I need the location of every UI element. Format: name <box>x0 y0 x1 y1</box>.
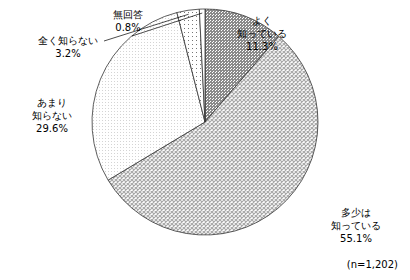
value-label: 55.1% <box>340 233 372 244</box>
slices <box>92 9 318 235</box>
value-label: 0.8% <box>115 22 140 33</box>
labels: よく知っている11.3%多少は知っている55.1%あまり知らない29.6%全く知… <box>32 9 381 244</box>
slice-label: あまり知らない <box>32 97 72 121</box>
chart: よく知っている11.3%多少は知っている55.1%あまり知らない29.6%全く知… <box>0 0 410 280</box>
value-label: 11.3% <box>246 41 278 52</box>
label-line: 無回答 <box>113 9 143 20</box>
slice-label: よく知っている <box>237 15 287 39</box>
label-line: 知らない <box>32 110 72 121</box>
label-line: 全く知らない <box>38 35 98 46</box>
slice-label: 多少は知っている <box>331 207 381 231</box>
label-line: あまり <box>37 97 67 108</box>
value-label: 29.6% <box>36 123 68 134</box>
label-line: 知っている <box>331 220 381 231</box>
value-label: 3.2% <box>55 48 80 59</box>
slice-label: 全く知らない <box>38 35 98 46</box>
slice-label: 無回答 <box>113 9 143 20</box>
pie-chart: よく知っている11.3%多少は知っている55.1%あまり知らない29.6%全く知… <box>0 0 410 280</box>
label-line: 多少は <box>341 207 371 218</box>
label-line: 知っている <box>237 28 287 39</box>
leader-line <box>132 13 202 36</box>
label-line: よく <box>252 15 272 26</box>
pie-slice <box>177 9 205 122</box>
annotation: (n=1,202) <box>347 259 398 270</box>
pie-slice <box>199 9 205 122</box>
